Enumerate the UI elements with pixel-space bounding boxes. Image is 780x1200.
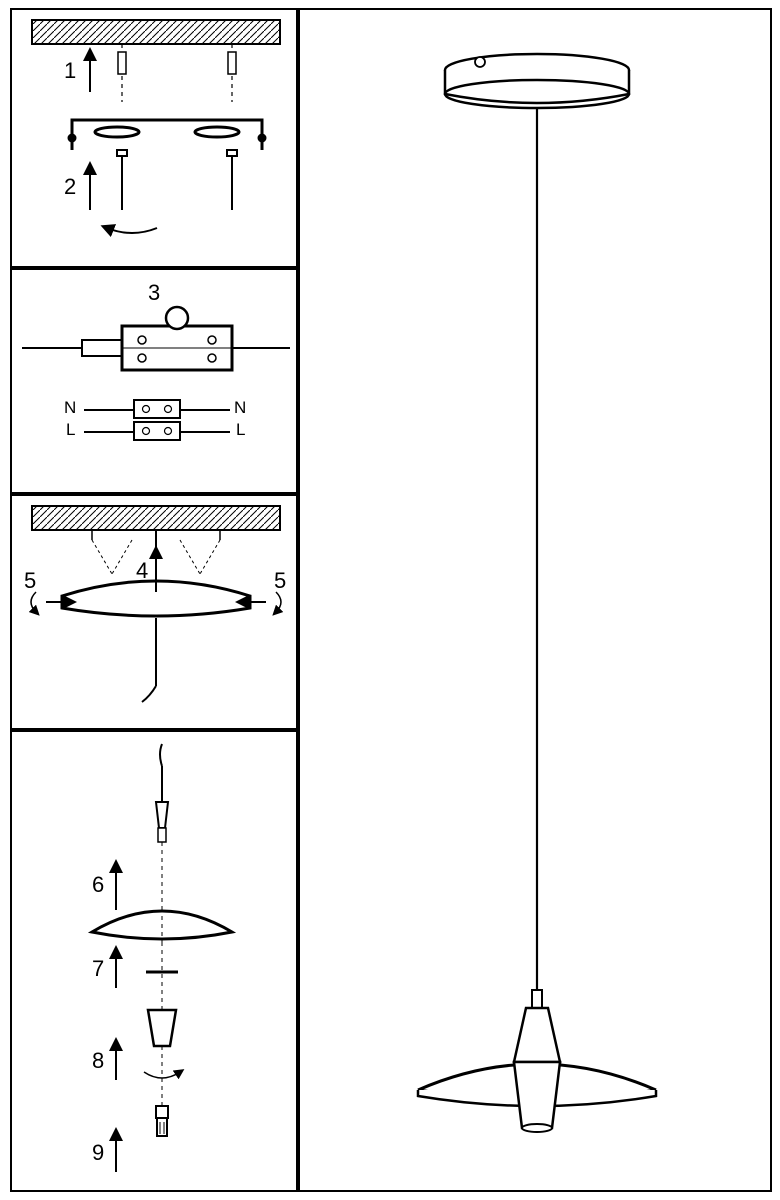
label-6: 6 [92,872,104,898]
label-5a: 5 [24,568,36,594]
panel-step-6-9: 6 7 8 9 [10,730,298,1192]
label-1: 1 [64,58,76,84]
label-N-right: N [234,398,246,418]
label-2: 2 [64,174,76,200]
label-4: 4 [136,558,148,584]
panel1-svg [12,10,300,270]
label-8: 8 [92,1048,104,1074]
label-7: 7 [92,956,104,982]
label-9: 9 [92,1140,104,1166]
panel-product [298,8,772,1192]
panel3-svg [12,496,300,732]
label-3: 3 [148,280,160,306]
instruction-diagram: 1 2 [0,0,780,1200]
label-L-right: L [236,420,245,440]
panel-step-1-2: 1 2 [10,8,298,268]
label-N-left: N [64,398,76,418]
label-L-left: L [66,420,75,440]
product-svg [300,10,774,1194]
panel4-svg [12,732,300,1194]
panel-step-4-5: 4 5 5 [10,494,298,730]
label-5b: 5 [274,568,286,594]
panel-step-3: 3 N L N L [10,268,298,494]
